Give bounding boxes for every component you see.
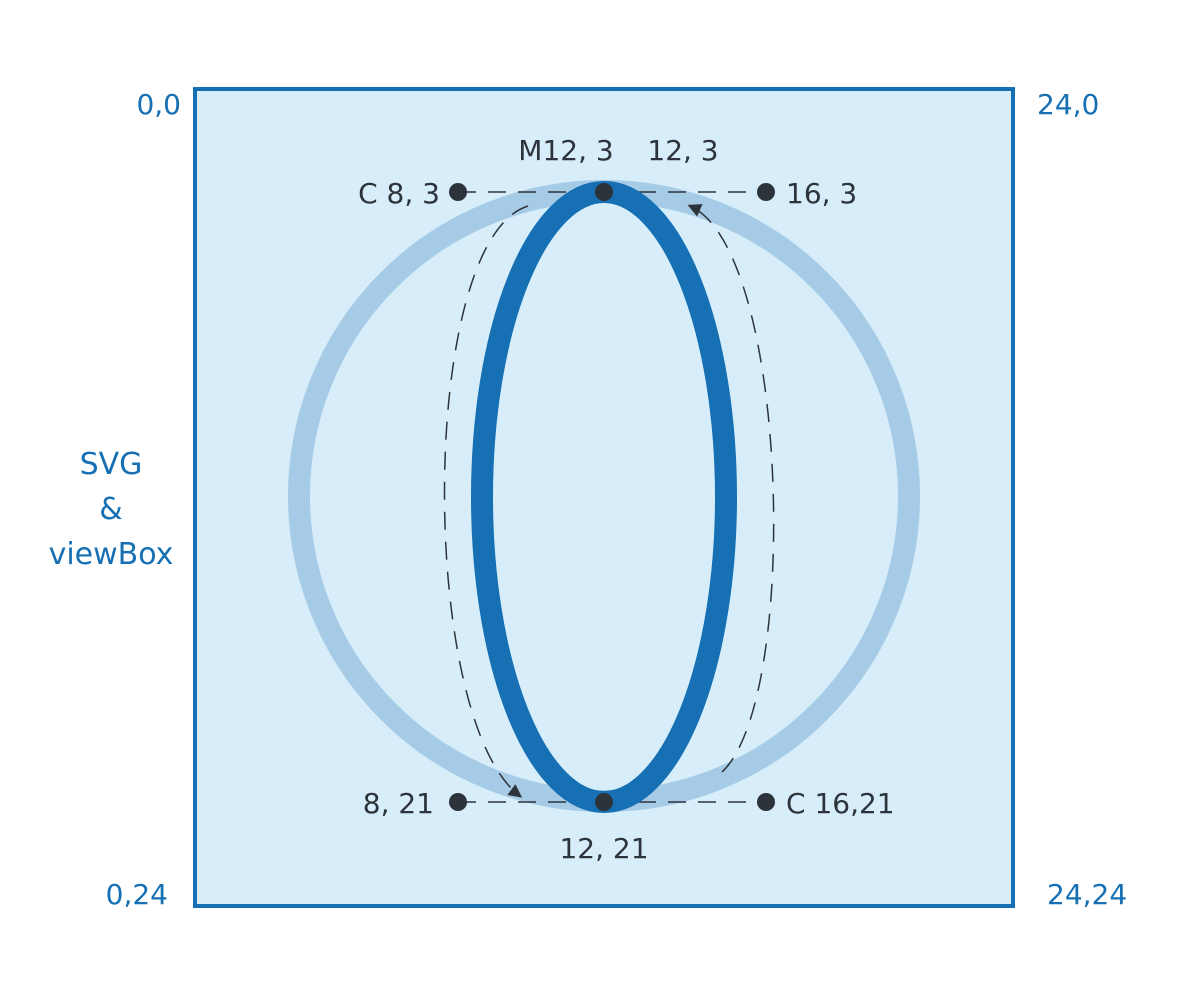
side-label-svg: SVG [80,447,143,482]
corner-label-bottom-right: 24,24 [1047,878,1127,911]
point-c1-end [595,793,613,811]
point-c1-control-2 [449,793,467,811]
right-direction-curve [687,204,775,773]
viewbox-frame [193,87,1015,908]
point-c2-control-2 [757,183,775,201]
left-direction-curve [443,205,529,798]
point-start [595,183,613,201]
label-c2-control-1: C 16,21 [786,787,895,820]
side-label-viewbox: viewBox [49,537,174,572]
corner-label-top-right: 24,0 [1037,88,1099,121]
label-c1-end: 12, 21 [559,832,648,865]
label-c2-control-2: 16, 3 [786,177,857,210]
label-start-repeat: 12, 3 [647,134,718,167]
point-c2-control-1 [757,793,775,811]
side-label-ampersand: & [99,492,122,527]
label-start: M12, 3 [518,134,613,167]
label-c1-control-2: 8, 21 [363,787,434,820]
corner-label-top-left: 0,0 [136,88,181,121]
corner-label-bottom-left: 0,24 [106,878,168,911]
label-c1-control-1: C 8, 3 [358,177,440,210]
point-c1-control-1 [449,183,467,201]
